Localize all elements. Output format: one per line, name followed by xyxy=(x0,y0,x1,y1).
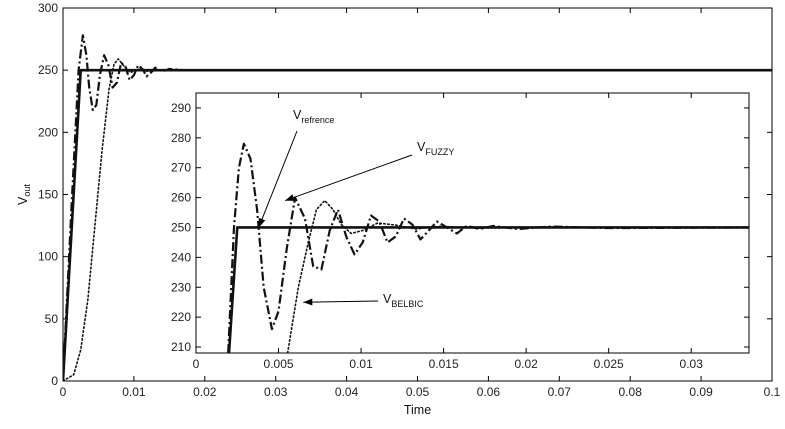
y-tick-label: 150 xyxy=(38,188,58,202)
series-line-reference xyxy=(227,226,749,353)
y-tick-label: 200 xyxy=(38,125,58,139)
annotation-label-fuzzy: VFUZZY xyxy=(417,140,454,157)
x-axis-label: Time xyxy=(404,403,431,417)
x-tick-label: 0.02 xyxy=(514,357,538,371)
x-tick-label: 0.03 xyxy=(264,385,288,399)
x-tick-label: 0.005 xyxy=(264,357,294,371)
y-tick-label: 210 xyxy=(171,340,191,354)
y-tick-label: 260 xyxy=(171,191,191,205)
x-tick-label: 0.02 xyxy=(193,385,217,399)
x-tick-label: 0.07 xyxy=(548,385,572,399)
inset-series xyxy=(227,142,749,353)
y-tick-label: 300 xyxy=(38,1,58,15)
series-line-reference xyxy=(63,68,772,381)
annotation-arrowhead-fuzzy xyxy=(285,194,295,201)
annotation-arrow-belbic xyxy=(303,300,379,303)
y-tick-label: 270 xyxy=(171,161,191,175)
y-axis-label-sub: out xyxy=(22,184,32,197)
y-tick-label: 280 xyxy=(171,131,191,145)
x-tick-label: 0.1 xyxy=(764,385,781,399)
y-axis-label: Vout xyxy=(16,184,32,205)
x-tick-label: 0.09 xyxy=(689,385,713,399)
annotation-label-belbic: VBELBIC xyxy=(383,292,424,309)
annotation-label-reference: Vrefrence xyxy=(293,108,334,125)
inset-annotations: Vrefrence VFUZZY VBELBIC xyxy=(258,108,454,309)
annotation-arrowhead-reference xyxy=(258,217,266,228)
y-tick-label: 220 xyxy=(171,310,191,324)
x-tick-label: 0 xyxy=(60,385,67,399)
y-axis-label-main: V xyxy=(16,196,30,205)
annotation-arrowhead-belbic xyxy=(303,298,313,306)
annotation-arrow-fuzzy xyxy=(284,154,413,202)
main-ticks: 0 0.01 0.02 0.03 0.04 0.05 0.06 0.07 0.08 0.09 0.1… xyxy=(38,1,781,399)
y-tick-label: 250 xyxy=(38,63,58,77)
x-tick-label: 0.05 xyxy=(406,385,430,399)
y-tick-label: 240 xyxy=(171,250,191,264)
inset-plot-frame xyxy=(195,92,750,354)
y-tick-label: 250 xyxy=(171,220,191,234)
inset-ticks: 0 0.005 0.01 0.015 0.02 0.025 0.03 210 220 230 240… xyxy=(171,93,749,371)
series-line-fuzzy xyxy=(227,142,749,353)
x-tick-label: 0.08 xyxy=(619,385,643,399)
x-tick-label: 0.06 xyxy=(477,385,501,399)
main-series xyxy=(63,34,772,381)
y-tick-label: 290 xyxy=(171,101,191,115)
x-tick-label: 0.03 xyxy=(680,357,704,371)
x-tick-label: 0 xyxy=(193,357,200,371)
y-tick-label: 230 xyxy=(171,280,191,294)
x-tick-label: 0.04 xyxy=(335,385,359,399)
x-tick-label: 0.01 xyxy=(349,357,373,371)
x-tick-label: 0.01 xyxy=(122,385,146,399)
y-tick-label: 0 xyxy=(51,374,58,388)
inset-chart: 0 0.005 0.01 0.015 0.02 0.025 0.03 210 220 230 240… xyxy=(171,92,750,371)
y-tick-label: 50 xyxy=(45,312,59,326)
x-tick-label: 0.025 xyxy=(594,357,624,371)
x-tick-label: 0.015 xyxy=(429,357,459,371)
y-tick-label: 100 xyxy=(38,250,58,264)
annotation-arrow-reference xyxy=(258,130,298,228)
